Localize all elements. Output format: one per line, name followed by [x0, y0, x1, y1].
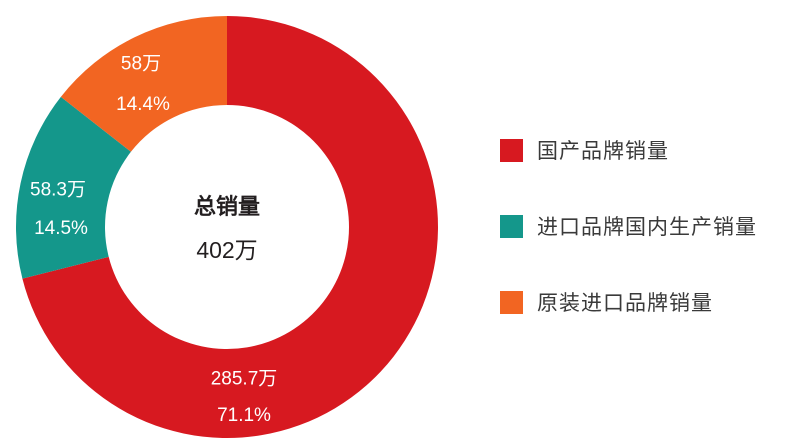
legend-swatch — [500, 290, 523, 314]
legend-swatch — [500, 214, 523, 238]
center-title: 总销量 — [193, 195, 261, 220]
segment-label-domestic-percent: 71.1% — [217, 405, 271, 426]
legend-label: 原装进口品牌销量 — [537, 291, 713, 315]
donut-segment-import-local — [15, 96, 131, 279]
segment-label-imported-value: 58万 — [120, 53, 162, 75]
segment-label-import-local-value: 58.3万 — [30, 179, 86, 201]
donut-segment-imported — [60, 16, 228, 152]
segment-label-imported-percent: 14.4% — [116, 94, 170, 115]
segment-label-domestic-value: 285.7万 — [210, 368, 278, 390]
center-total-value: 402万 — [196, 237, 258, 263]
legend-item-imported: 原装进口品牌销量 — [500, 287, 757, 317]
legend-swatch — [500, 138, 523, 162]
segment-label-import-local-percent: 14.5% — [34, 218, 88, 239]
donut-segment-domestic — [22, 16, 438, 438]
legend-item-import-local: 进口品牌国内生产销量 — [500, 211, 757, 241]
legend: 国产品牌销量 进口品牌国内生产销量 原装进口品牌销量 — [500, 135, 757, 363]
legend-item-domestic: 国产品牌销量 — [500, 135, 757, 165]
legend-label: 进口品牌国内生产销量 — [537, 215, 757, 239]
legend-label: 国产品牌销量 — [537, 139, 669, 163]
